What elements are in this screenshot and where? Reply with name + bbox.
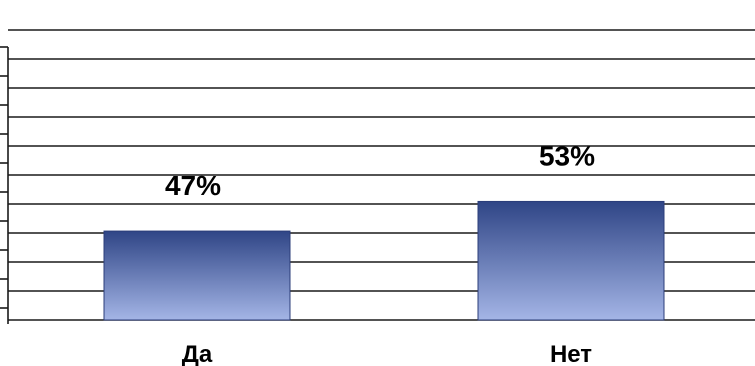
category-label-1: Нет <box>550 341 592 366</box>
category-label-0: Да <box>182 341 213 366</box>
bar-1 <box>477 200 665 321</box>
category-labels: Да Нет <box>182 341 593 366</box>
y-axis <box>0 46 9 324</box>
data-label-1: 53% <box>539 140 595 171</box>
data-label-0: 47% <box>165 170 221 201</box>
bar-0 <box>103 230 291 321</box>
bars <box>103 200 665 321</box>
data-labels: 47% 53% <box>165 140 595 201</box>
